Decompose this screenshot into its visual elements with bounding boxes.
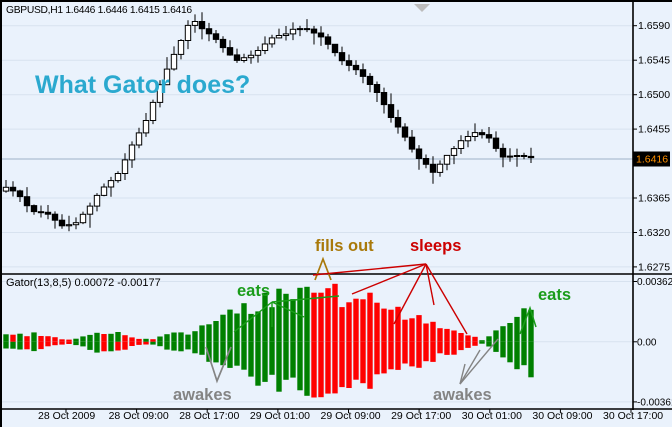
svg-text:1.6455: 1.6455 [638,124,670,136]
svg-text:GBPUSD,H1 1.6446 1.6446 1.641: GBPUSD,H1 1.6446 1.6446 1.6415 1.6416 [6,5,192,16]
svg-text:0.00: 0.00 [637,337,657,348]
svg-text:29 Oct 09:00: 29 Oct 09:00 [321,410,381,422]
svg-text:29 Oct 17:00: 29 Oct 17:00 [391,410,451,422]
svg-text:30 Oct 01:00: 30 Oct 01:00 [462,410,522,422]
svg-text:awakes: awakes [433,386,492,404]
svg-text:30 Oct 17:00: 30 Oct 17:00 [603,410,663,422]
svg-text:28 Oct 17:00: 28 Oct 17:00 [179,410,239,422]
svg-text:eats: eats [538,286,571,304]
svg-text:30 Oct 09:00: 30 Oct 09:00 [532,410,592,422]
svg-text:awakes: awakes [173,386,232,404]
svg-text:1.6365: 1.6365 [638,193,670,205]
svg-text:eats: eats [237,282,270,300]
svg-text:1.6500: 1.6500 [638,89,670,101]
svg-text:28 Oct 09:00: 28 Oct 09:00 [109,410,169,422]
svg-text:What Gator does?: What Gator does? [35,71,250,99]
svg-text:29 Oct 01:00: 29 Oct 01:00 [250,410,310,422]
svg-text:fills out: fills out [315,237,374,255]
svg-text:-0.00361: -0.00361 [637,397,672,408]
svg-text:sleeps: sleeps [410,237,461,255]
svg-text:28 Oct 2009: 28 Oct 2009 [38,410,95,422]
svg-text:1.6590: 1.6590 [638,20,670,32]
svg-text:1.6320: 1.6320 [638,227,670,239]
svg-text:Gator(13,8,5) 0.00072 -0.00177: Gator(13,8,5) 0.00072 -0.00177 [6,277,161,289]
svg-text:1.6416: 1.6416 [636,154,668,166]
svg-text:0.00362: 0.00362 [637,277,672,288]
svg-text:1.6275: 1.6275 [638,261,670,273]
svg-text:1.6545: 1.6545 [638,55,670,67]
